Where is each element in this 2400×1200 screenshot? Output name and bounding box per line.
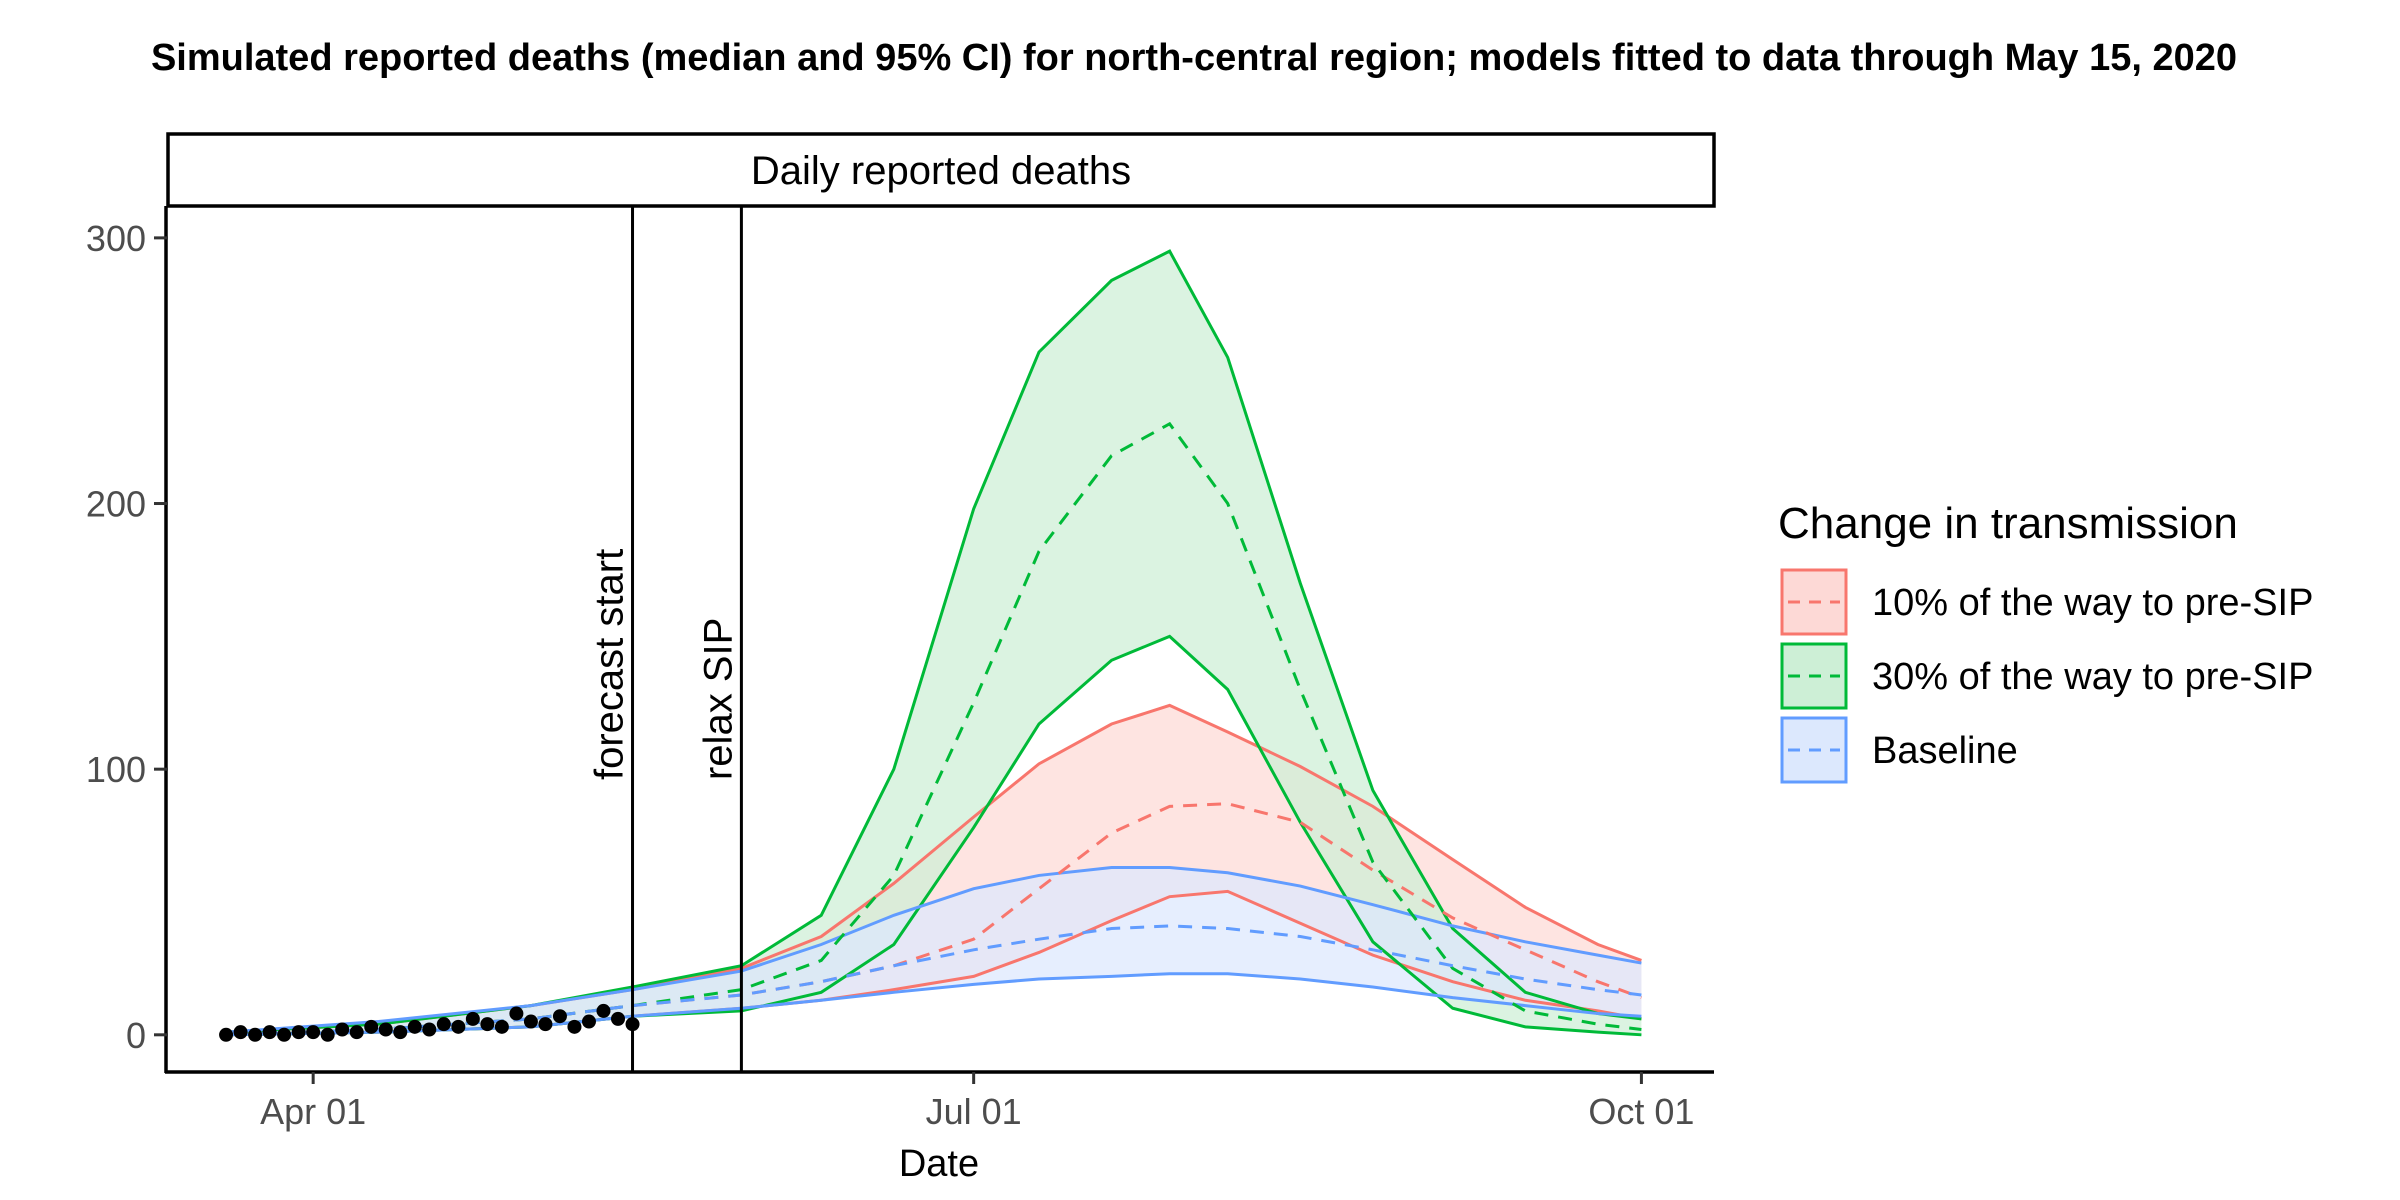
observed-point bbox=[596, 1003, 611, 1018]
observed-point bbox=[233, 1025, 248, 1040]
legend-label-10-of-the-way-to-pre-sip: 10% of the way to pre-SIP bbox=[1872, 582, 2313, 624]
legend-title: Change in transmission bbox=[1778, 499, 2238, 548]
y-tick-label: 200 bbox=[86, 484, 146, 525]
reference-lines: forecast start relax SIP bbox=[588, 206, 743, 1072]
median-line-baseline bbox=[226, 924, 1642, 1037]
band-baseline bbox=[226, 867, 1642, 1035]
observed-point bbox=[422, 1022, 437, 1037]
median-lines bbox=[226, 421, 1642, 1037]
observed-point bbox=[538, 1017, 553, 1032]
observed-point bbox=[552, 1009, 567, 1024]
x-axis-ticks: Apr 01 Jul 01 Oct 01 bbox=[260, 1072, 1694, 1132]
upper-bound-30-of-the-way-to-pre-sip bbox=[225, 249, 1642, 1034]
x-tick-label: Apr 01 bbox=[260, 1091, 366, 1132]
chart-title: Simulated reported deaths (median and 95… bbox=[151, 37, 2237, 79]
observed-point bbox=[248, 1027, 263, 1042]
observed-point bbox=[393, 1025, 408, 1040]
y-tick-label: 300 bbox=[86, 218, 146, 259]
observed-point bbox=[436, 1017, 451, 1032]
observed-point bbox=[567, 1019, 582, 1034]
y-tick-label: 100 bbox=[86, 749, 146, 790]
observed-point bbox=[494, 1019, 509, 1034]
upper-bound-baseline bbox=[225, 865, 1642, 1034]
observed-point bbox=[262, 1025, 277, 1040]
legend-label-baseline: Baseline bbox=[1872, 730, 2018, 772]
plot-area: Daily reported deaths forecast start rela… bbox=[86, 132, 1716, 1185]
x-axis-title: Date bbox=[899, 1143, 979, 1185]
x-tick-label: Jul 01 bbox=[926, 1091, 1022, 1132]
vline-label-relax-sip: relax SIP bbox=[696, 618, 740, 780]
observed-point bbox=[480, 1017, 495, 1032]
y-axis-ticks: 0 100 200 300 bbox=[86, 218, 168, 1056]
observed-point bbox=[581, 1014, 596, 1029]
observed-point bbox=[320, 1027, 335, 1042]
observed-point bbox=[451, 1019, 466, 1034]
observed-point bbox=[407, 1019, 422, 1034]
x-tick-label: Oct 01 bbox=[1588, 1091, 1694, 1132]
observed-point bbox=[465, 1011, 480, 1026]
y-tick-label: 0 bbox=[126, 1015, 146, 1056]
observed-point bbox=[219, 1027, 234, 1042]
observed-point bbox=[349, 1025, 364, 1040]
observed-point bbox=[509, 1006, 524, 1021]
observed-point bbox=[335, 1022, 350, 1037]
observed-point bbox=[364, 1019, 379, 1034]
observed-point bbox=[378, 1022, 393, 1037]
vline-label-forecast-start: forecast start bbox=[588, 549, 632, 780]
observed-point bbox=[306, 1025, 321, 1040]
legend: Change in transmission 10% of the way to… bbox=[1778, 499, 2313, 784]
legend-label-30-of-the-way-to-pre-sip: 30% of the way to pre-SIP bbox=[1872, 656, 2313, 698]
panel-label: Daily reported deaths bbox=[751, 149, 1131, 193]
observed-points bbox=[219, 1003, 640, 1042]
strip-background bbox=[166, 132, 1716, 208]
observed-point bbox=[291, 1025, 306, 1040]
observed-point bbox=[523, 1014, 538, 1029]
observed-point bbox=[277, 1027, 292, 1042]
observed-point bbox=[611, 1011, 626, 1026]
